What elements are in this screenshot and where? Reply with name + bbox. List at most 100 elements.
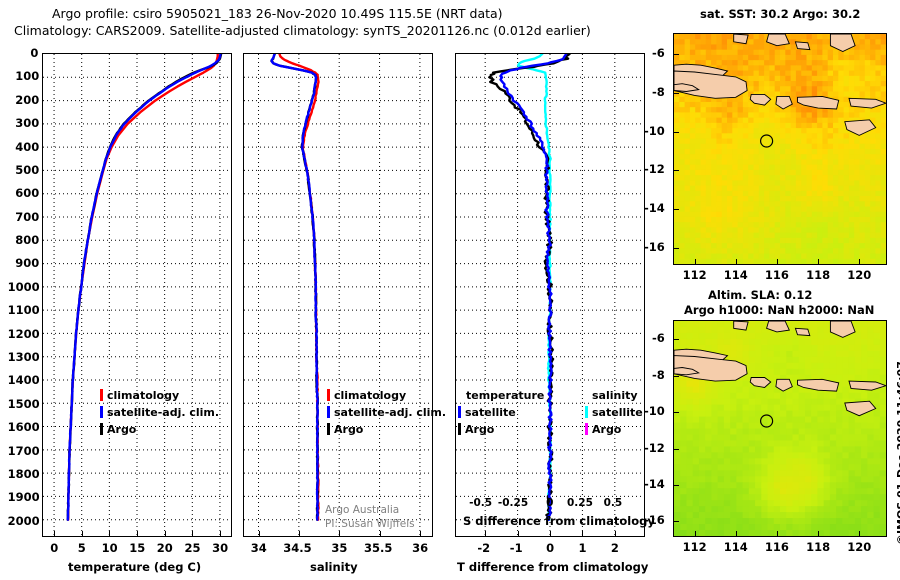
axis-tick-mark [517, 531, 519, 537]
temperature-profile-panel [42, 53, 232, 537]
temperature-tick-label: 10 [101, 541, 118, 555]
salinity-legend-swatch [327, 406, 330, 418]
sla-map-lon-tickmark [735, 531, 737, 536]
temperature-tick-label: 15 [129, 541, 146, 555]
sla-map-lat-tick: -10 [644, 404, 665, 419]
depth-tick-label: 1100 [7, 303, 40, 318]
difference-legend-label: Argo [465, 423, 495, 436]
difference-legend-temperature-row: Argo [458, 423, 494, 436]
salinity-profile-panel [243, 53, 433, 537]
difference-legend-temperature-header: temperature [466, 389, 545, 402]
s-difference-axis-label: S difference from climatology [463, 514, 655, 528]
sla-map-lat-tick: -6 [652, 331, 665, 346]
depth-tick-label: 600 [15, 186, 40, 201]
sst-map-lat-tick: -16 [644, 240, 665, 255]
depth-tick-label: 1500 [7, 396, 40, 411]
depth-tick-label: 1200 [7, 326, 40, 341]
pi-credit: PI: Susan Wijffels [325, 518, 415, 530]
depth-tick-label: 1600 [7, 420, 40, 435]
axis-tick-mark [54, 531, 56, 537]
t-difference-tick-label: 2 [610, 541, 619, 555]
sst-map-lon-tickmark [859, 259, 861, 264]
plot-title-line1: Argo profile: csiro 5905021_183 26-Nov-2… [52, 6, 503, 21]
salinity-legend-row: Argo [327, 423, 363, 436]
depth-tick-label: 0 [30, 46, 39, 60]
depth-tick-label: 1800 [7, 466, 40, 481]
sla-map-lat-tickmark [674, 375, 679, 377]
axis-tick-mark [419, 531, 421, 537]
salinity-tick-label: 34 [250, 541, 267, 555]
temperature-tick-label: 0 [50, 541, 59, 555]
sst-map-lat-tickmark [674, 170, 679, 172]
temperature-tick-label: 25 [184, 541, 201, 555]
sla-map-lon-tickmark [694, 531, 696, 536]
sla-map-lat-tick: -16 [644, 513, 665, 528]
argo-australia-credit: Argo Australia [325, 504, 400, 516]
axis-tick-mark [192, 531, 194, 537]
sst-map-lat-tickmark [674, 53, 679, 55]
sst-map-lat-tick: -12 [644, 162, 665, 177]
difference-legend-label: Argo [592, 423, 622, 436]
sla-map-lon-tickmark [776, 531, 778, 536]
difference-legend-swatch [585, 423, 588, 435]
salinity-axis-label: salinity [310, 560, 358, 574]
temperature-legend-swatch [100, 389, 103, 401]
difference-legend-salinity-row: Argo [585, 423, 621, 436]
difference-legend-label: satellite [592, 406, 643, 419]
salinity-legend-row: satellite-adj. clim. [327, 406, 446, 419]
depth-tick-label: 300 [15, 116, 40, 131]
sla-map-title-line2: Argo h1000: NaN h2000: NaN [684, 303, 875, 317]
salinity-tick-label: 35 [331, 541, 348, 555]
sst-map-lat-tickmark [674, 131, 679, 133]
sla-map-lon-tick: 116 [764, 540, 789, 554]
s-difference-tick-label: -0.25 [497, 497, 529, 509]
sla-map-lat-tickmark [674, 485, 679, 486]
axis-tick-mark [219, 531, 221, 537]
sst-map-lon-tickmark [818, 259, 820, 264]
axis-tick-mark [109, 531, 111, 537]
depth-tick-label: 700 [15, 209, 40, 224]
sla-map-lon-tick: 118 [806, 540, 831, 554]
axis-tick-mark [614, 531, 616, 537]
t-difference-tick-label: -2 [477, 541, 491, 555]
depth-tick-label: 1300 [7, 350, 40, 364]
axis-tick-mark [582, 531, 584, 537]
axis-tick-mark [339, 531, 341, 537]
salinity-tick-label: 34.5 [283, 541, 312, 555]
salinity-tick-label: 35.5 [364, 541, 393, 555]
temperature-legend-label: satellite-adj. clim. [107, 406, 220, 419]
sst-map-lat-tickmark [674, 209, 679, 211]
sla-map-lat-tickmark [674, 521, 679, 523]
sla-map-lat-tick: -8 [652, 367, 665, 382]
sla-map-lat-tickmark [674, 339, 679, 341]
sla-map-panel [673, 320, 887, 537]
difference-profile-panel [455, 53, 645, 537]
sla-map-lat-tick: -12 [644, 440, 665, 455]
sla-map-lon-tickmark [859, 531, 861, 536]
difference-legend-temperature-row: satellite [458, 406, 516, 419]
temperature-legend-row: climatology [100, 389, 179, 402]
salinity-legend-label: Argo [334, 423, 364, 436]
difference-legend-salinity-header: salinity [592, 389, 638, 402]
salinity-legend-swatch [327, 389, 330, 401]
s-difference-tick-label: 0 [546, 497, 554, 509]
temperature-legend-label: Argo [107, 423, 137, 436]
depth-tick-label: 100 [15, 69, 40, 84]
t-difference-tick-label: 1 [578, 541, 587, 555]
plot-title-line2: Climatology: CARS2009. Satellite-adjuste… [14, 23, 591, 38]
s-difference-tick-label: -0.5 [469, 497, 493, 509]
difference-legend-swatch [458, 423, 461, 435]
temperature-tick-label: 20 [156, 541, 173, 555]
sst-map-lon-tickmark [776, 259, 778, 264]
sla-map-lat-tickmark [674, 412, 679, 414]
axis-tick-mark [550, 531, 551, 537]
axis-tick-mark [298, 531, 300, 537]
axis-tick-mark [137, 531, 138, 537]
sst-map-lat-tick: -14 [644, 201, 665, 216]
depth-tick-label: 200 [15, 92, 40, 107]
salinity-legend-row: climatology [327, 389, 406, 402]
temperature-legend-swatch [100, 406, 103, 418]
sst-map-lat-tick: -10 [644, 123, 665, 138]
sst-map-lon-tick: 118 [806, 268, 831, 282]
t-difference-tick-label: 0 [546, 541, 555, 555]
